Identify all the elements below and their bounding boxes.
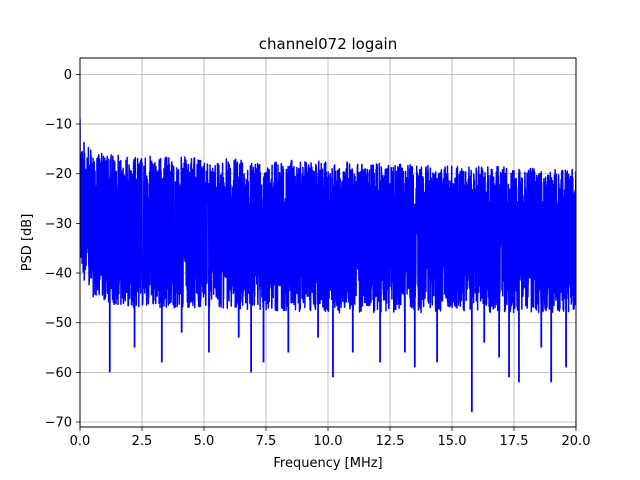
y-axis-ticks: 0 −10 −20 −30 −40 −50 −60 −70: [45, 68, 80, 431]
x-tick-label: 10.0: [314, 434, 343, 449]
x-tick-label: 7.5: [256, 434, 277, 449]
y-tick-label: −50: [45, 316, 72, 331]
y-tick-label: −30: [45, 217, 72, 232]
y-tick-label: −10: [45, 118, 72, 133]
x-tick-label: 12.5: [376, 434, 405, 449]
y-tick-label: 0: [64, 68, 72, 83]
series-group: [80, 119, 576, 413]
x-tick-label: 15.0: [438, 434, 467, 449]
x-axis-label: Frequency [MHz]: [273, 456, 382, 471]
x-axis-ticks: 0.0 2.5 5.0 7.5 10.0 12.5 15.0 17.5 20.0: [70, 427, 591, 449]
x-tick-label: 2.5: [132, 434, 153, 449]
y-tick-label: −70: [45, 416, 72, 431]
x-tick-label: 17.5: [500, 434, 529, 449]
x-tick-label: 0.0: [70, 434, 91, 449]
y-tick-label: −60: [45, 366, 72, 381]
x-tick-label: 5.0: [194, 434, 215, 449]
y-tick-label: −20: [45, 167, 72, 182]
y-tick-label: −40: [45, 267, 72, 282]
x-tick-label: 20.0: [562, 434, 591, 449]
y-axis-label: PSD [dB]: [20, 214, 35, 272]
chart-title: channel072 logain: [259, 35, 398, 53]
